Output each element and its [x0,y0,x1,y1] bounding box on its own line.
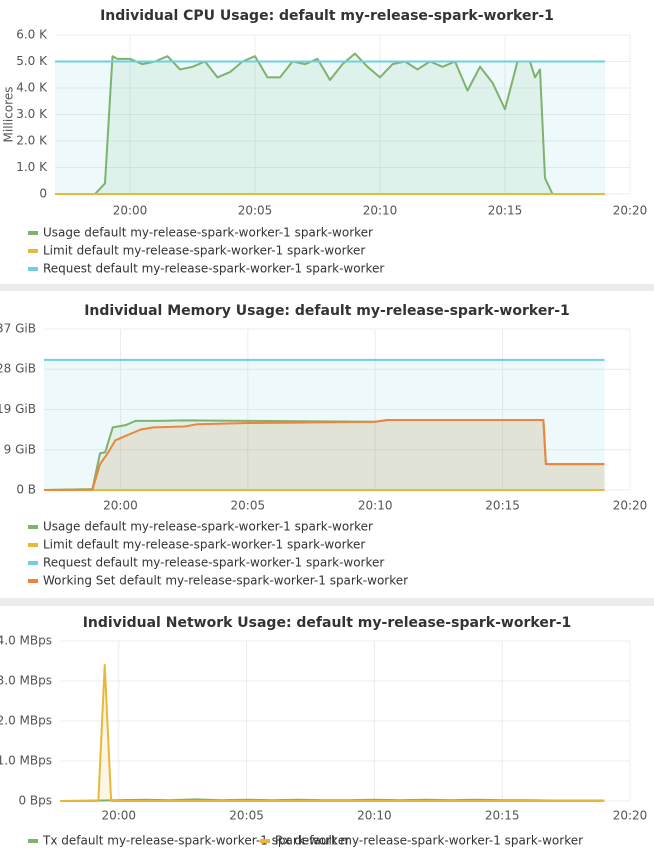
x-tick-label: 20:00 [103,499,138,513]
x-tick-label: 20:05 [238,204,273,218]
legend-label: Limit default my-release-spark-worker-1 … [43,244,365,258]
y-tick-label: 2.0 K [16,134,48,148]
panel-separator [0,284,654,291]
y-tick-label: 5.0 K [16,54,48,68]
x-tick-label: 20:05 [229,809,264,823]
x-tick-label: 20:15 [485,809,520,823]
x-tick-label: 20:00 [113,204,148,218]
legend-label: Request default my-release-spark-worker-… [43,262,384,276]
y-tick-label: 0 [39,187,47,201]
panel-separator [0,598,654,606]
y-tick-label: 1.0 MBps [0,754,52,768]
y-tick-label: 0 Bps [18,794,52,808]
legend-label: Request default my-release-spark-worker-… [43,556,384,570]
area-fill [44,419,605,490]
x-tick-label: 20:15 [488,204,523,218]
legend-label: Working Set default my-release-spark-wor… [43,574,408,588]
y-tick-label: 3.0 MBps [0,674,52,688]
chart-title: Individual Network Usage: default my-rel… [83,615,572,631]
y-tick-label: 0 B [16,483,36,497]
series-line [43,418,605,491]
x-tick-label: 20:20 [613,204,648,218]
legend-label: Limit default my-release-spark-worker-1 … [43,538,365,552]
y-tick-label: 1.0 K [16,160,48,174]
chart-title: Individual Memory Usage: default my-rele… [84,303,570,319]
y-tick-label: 37 GiB [0,322,36,336]
x-tick-label: 20:20 [613,809,648,823]
y-tick-label: 28 GiB [0,362,36,376]
area-fill [44,419,605,490]
y-axis-label: Millicores [2,87,16,143]
y-tick-label: 9 GiB [4,442,36,456]
chart-title: Individual CPU Usage: default my-release… [100,8,554,24]
area-fill [55,61,605,194]
y-tick-label: 6.0 K [16,28,48,42]
x-tick-label: 20:10 [363,204,398,218]
series-line [60,664,605,802]
y-tick-label: 4.0 K [16,81,48,95]
x-tick-label: 20:05 [231,499,266,513]
x-tick-label: 20:10 [358,499,393,513]
y-tick-label: 3.0 K [16,107,48,121]
x-tick-label: 20:10 [357,809,392,823]
x-tick-label: 20:15 [485,499,520,513]
x-tick-label: 20:00 [101,809,136,823]
y-tick-label: 4.0 MBps [0,634,52,648]
y-tick-label: 2.0 MBps [0,714,52,728]
area-fill [44,359,605,490]
legend-label: Usage default my-release-spark-worker-1 … [43,226,373,240]
y-tick-label: 19 GiB [0,402,36,416]
x-tick-label: 20:20 [613,499,648,513]
legend-label: Usage default my-release-spark-worker-1 … [43,520,373,534]
area-fill [55,53,553,194]
legend-label: Tx default my-release-spark-worker-1 spa… [42,834,350,848]
legend-label: Rx default my-release-spark-worker-1 spa… [275,834,583,848]
